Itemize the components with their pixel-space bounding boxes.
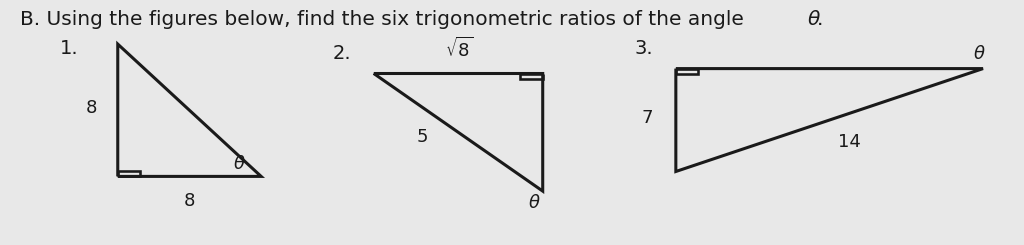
Text: $\sqrt{8}$: $\sqrt{8}$ <box>444 37 473 61</box>
Text: $\theta$: $\theta$ <box>233 155 246 173</box>
Text: 1.: 1. <box>59 39 78 59</box>
Text: 2.: 2. <box>333 44 351 63</box>
Text: 3.: 3. <box>635 39 653 59</box>
Text: 14: 14 <box>839 133 861 151</box>
Text: .: . <box>817 10 823 29</box>
Text: 7: 7 <box>642 109 653 127</box>
Text: $\theta$: $\theta$ <box>973 45 985 63</box>
Text: 8: 8 <box>86 99 97 117</box>
Text: $\theta$: $\theta$ <box>807 10 821 29</box>
Text: $\theta$: $\theta$ <box>528 194 541 212</box>
Text: B. Using the figures below, find the six trigonometric ratios of the angle: B. Using the figures below, find the six… <box>20 10 751 29</box>
Text: 8: 8 <box>183 192 196 210</box>
Text: 5: 5 <box>417 128 428 146</box>
